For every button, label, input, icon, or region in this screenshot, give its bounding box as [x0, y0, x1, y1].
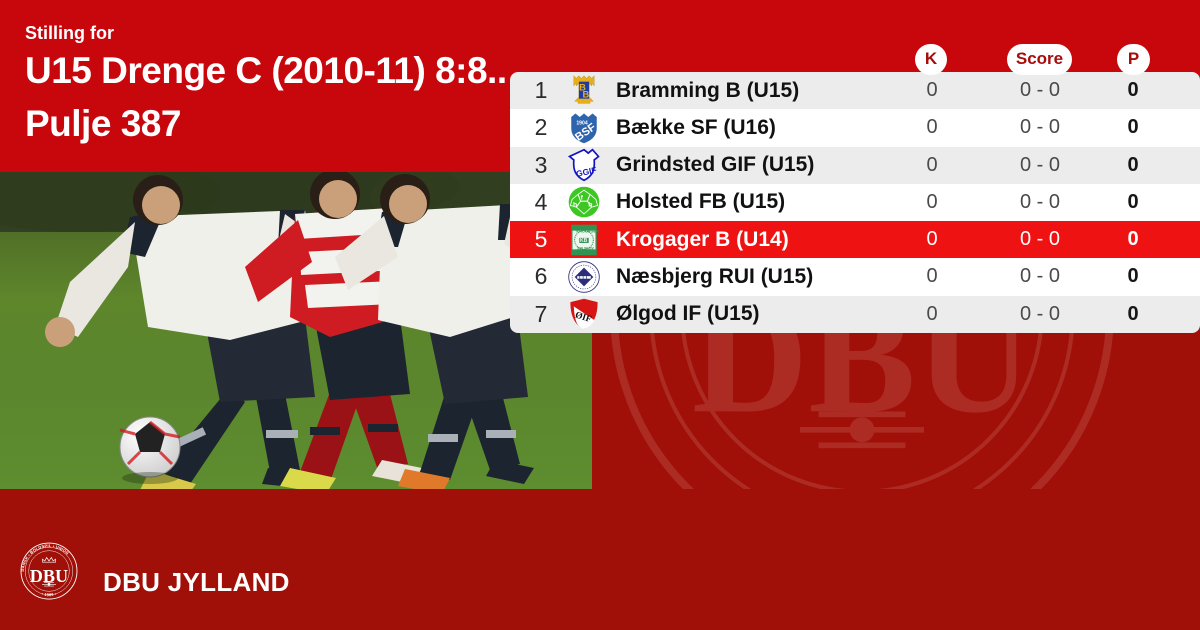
svg-text:KB: KB	[580, 238, 588, 244]
svg-text:KROGAGER: KROGAGER	[576, 229, 599, 233]
svg-text:B: B	[582, 89, 589, 99]
svg-text:• 1889 •: • 1889 •	[41, 591, 57, 597]
svg-text:b: b	[588, 202, 592, 209]
svg-text:h: h	[573, 202, 577, 209]
svg-text:SOLSKOV: SOLSKOV	[577, 246, 594, 250]
